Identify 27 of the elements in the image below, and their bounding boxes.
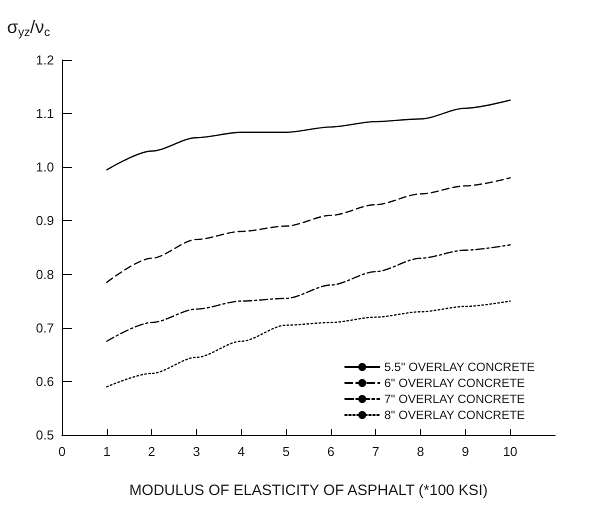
x-tick-label: 1 [103, 444, 110, 459]
y-tick-label: 0.8 [36, 266, 54, 282]
y-tick-label: 1.1 [36, 106, 54, 122]
x-tick-label: 9 [462, 444, 469, 459]
x-tick-label: 5 [282, 444, 290, 459]
x-tick-label: 4 [238, 444, 245, 459]
x-tick-label: 2 [148, 444, 156, 459]
y-tick-label: 0.6 [36, 374, 54, 389]
y-tick-label: 0.9 [36, 213, 54, 228]
line-series [106, 177, 511, 283]
x-tick-label: 7 [372, 444, 380, 459]
legend-label: 6" OVERLAY CONCRETE [384, 376, 525, 390]
line-series [106, 100, 511, 170]
y-tick-label: 0.5 [36, 428, 54, 442]
x-tick-label: 10 [502, 444, 518, 459]
y-tick-label: 0.7 [36, 320, 54, 336]
legend-label: 5.5" OVERLAY CONCRETE [384, 360, 535, 374]
x-axis-title: MODULUS OF ELASTICITY OF ASPHALT (*100 KSI) [129, 482, 488, 499]
x-tick-label: 3 [192, 444, 200, 459]
y-tick-label: 1.2 [36, 52, 54, 68]
legend-label: 8" OVERLAY CONCRETE [384, 408, 525, 422]
line-series [106, 244, 511, 342]
x-tick-label: 6 [327, 444, 335, 459]
x-tick-label: 0 [58, 444, 66, 459]
y-tick-label: 1.0 [36, 160, 54, 175]
legend-label: 7" OVERLAY CONCRETE [384, 392, 525, 406]
x-tick-label: 8 [416, 444, 424, 459]
